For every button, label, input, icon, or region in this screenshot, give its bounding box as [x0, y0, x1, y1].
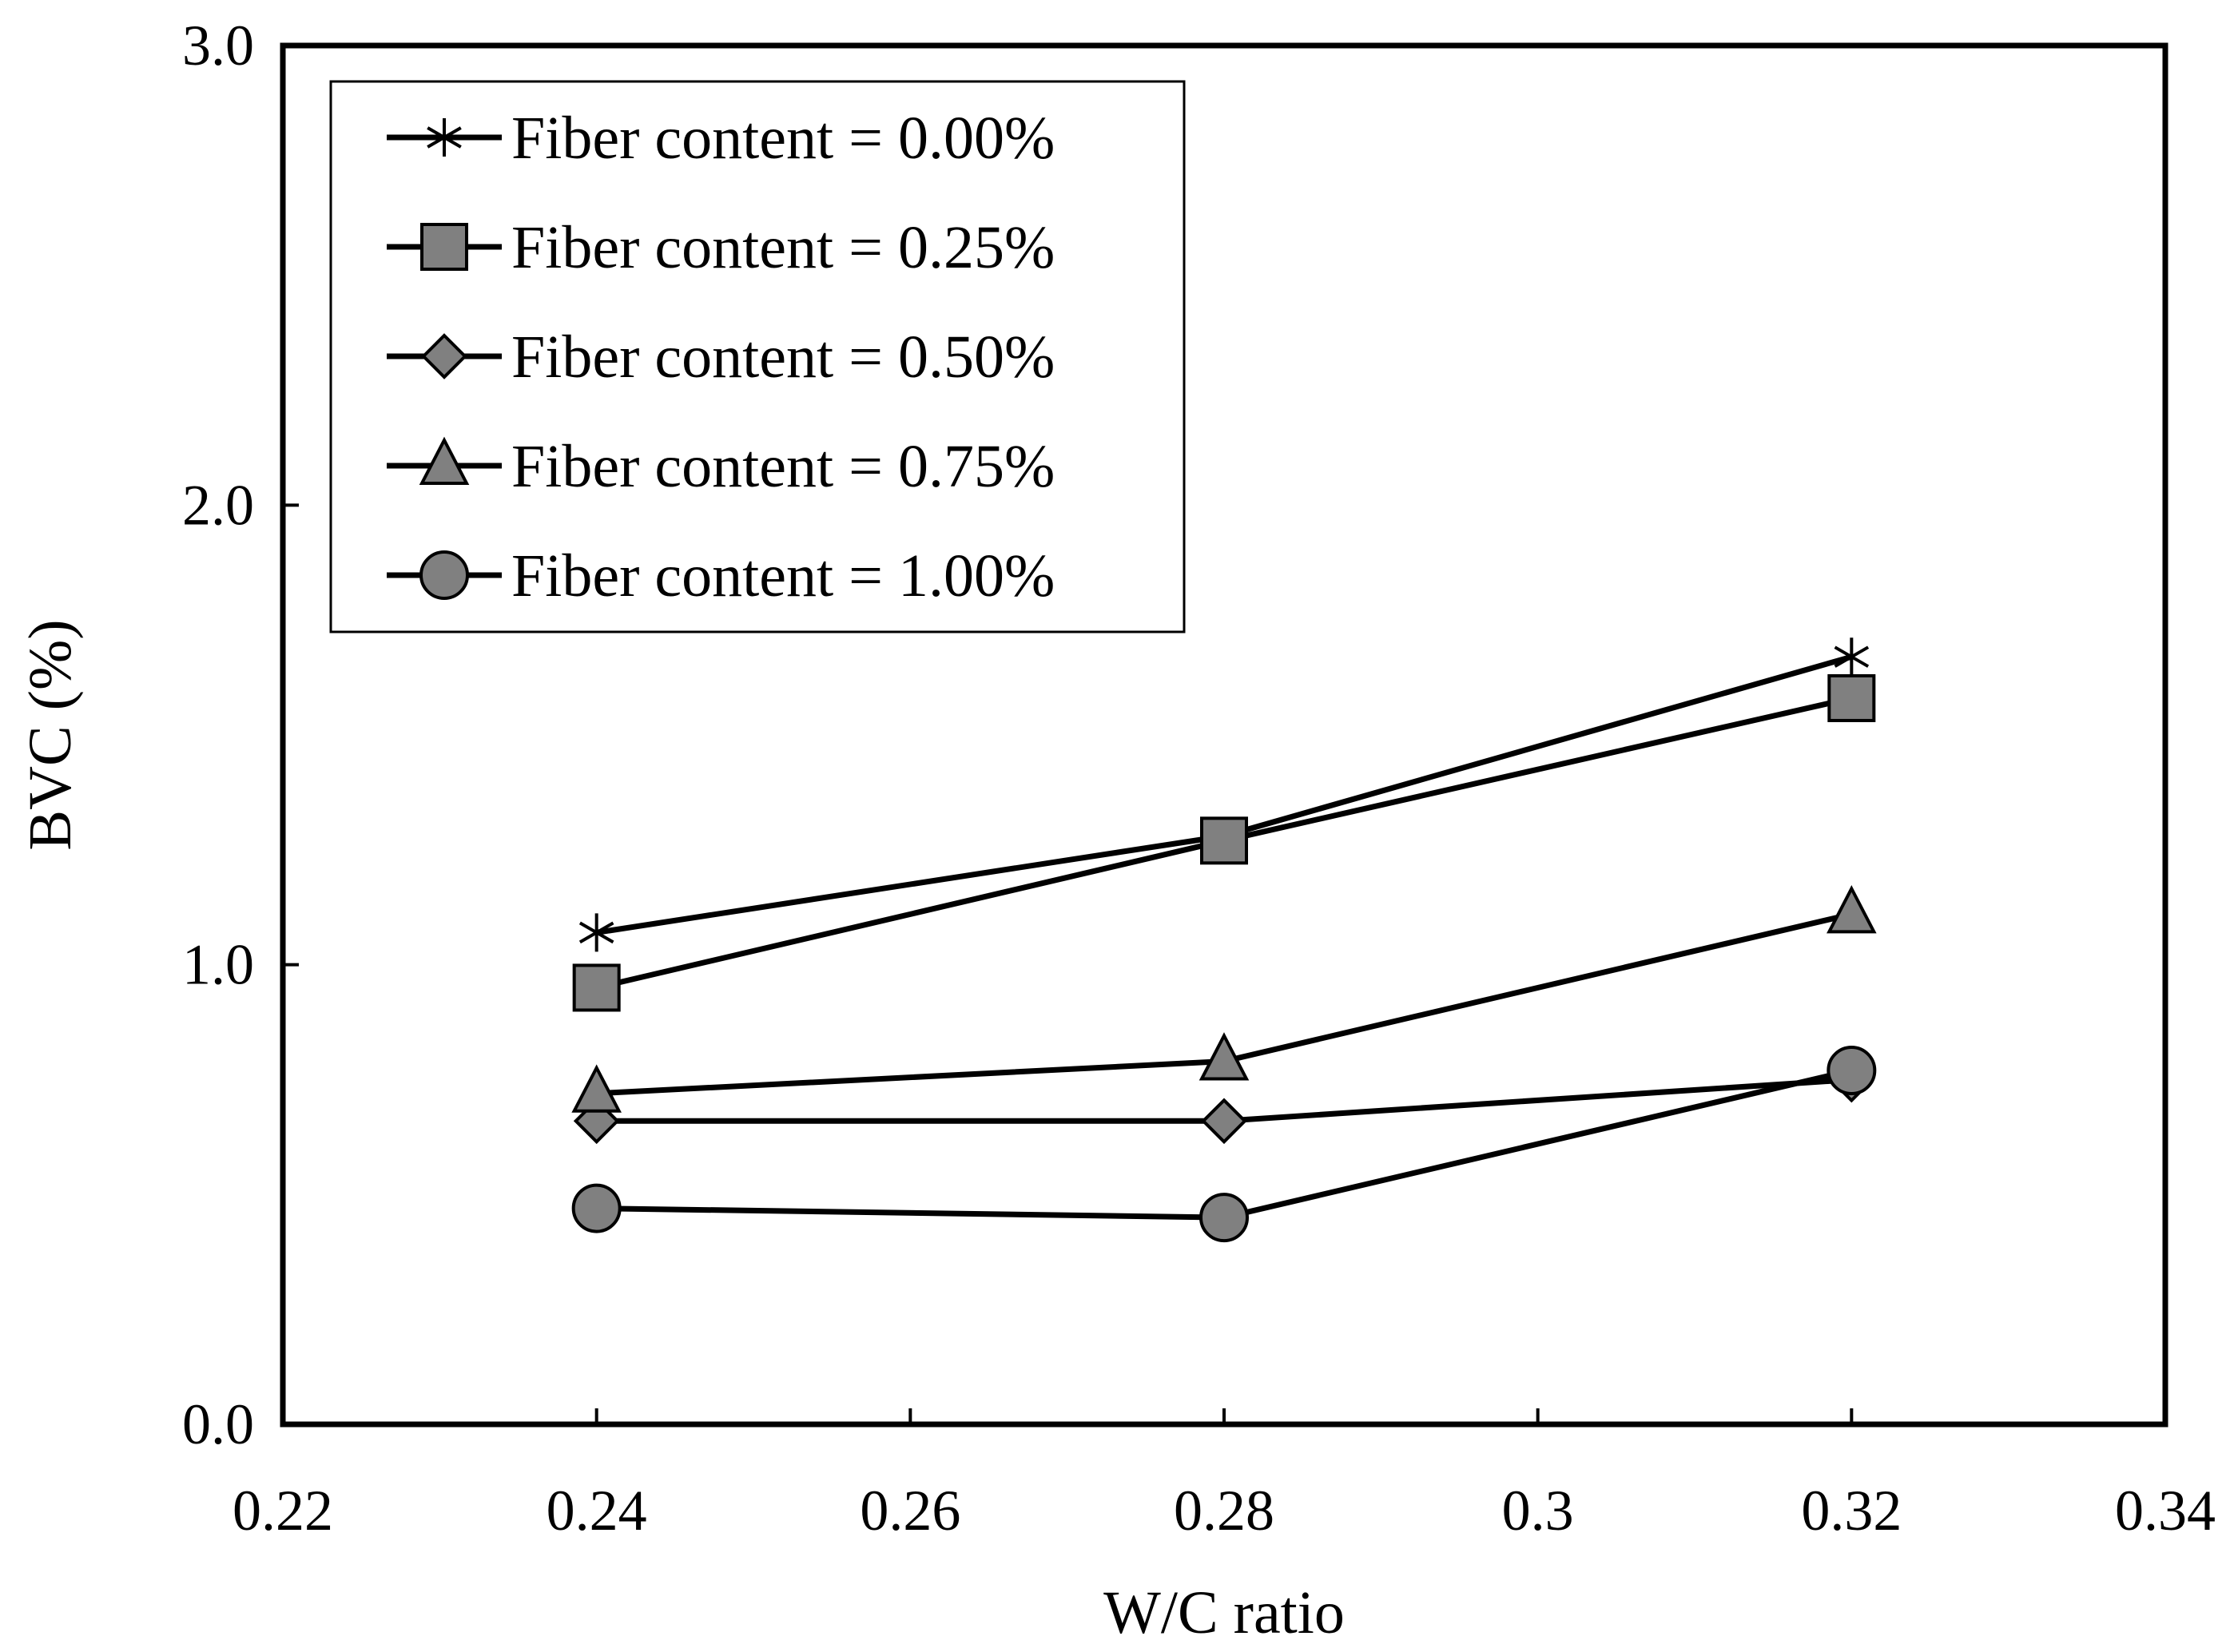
- x-tick-label: 0.22: [233, 1479, 333, 1543]
- x-tick-label: 0.34: [2115, 1479, 2216, 1543]
- series-fiber-content-0-75: [571, 885, 1877, 1113]
- legend-marker-square: [420, 223, 468, 271]
- y-axis-ticks: 0.0 1.0 2.0 3.0: [182, 14, 299, 1456]
- data-point-square: [1827, 673, 1876, 722]
- legend-marker-diamond: [421, 333, 467, 379]
- legend-marker-star: [427, 118, 462, 157]
- legend-label: Fiber content = 1.00%: [511, 542, 1055, 610]
- legend-marker-circle: [419, 550, 469, 600]
- y-tick-label: 2.0: [182, 473, 254, 537]
- legend-label: Fiber content = 0.25%: [511, 214, 1055, 281]
- legend-entry: Fiber content = 1.00%: [387, 542, 1055, 610]
- legend-label: Fiber content = 0.50%: [511, 324, 1055, 391]
- y-tick-label: 3.0: [182, 14, 254, 77]
- legend: Fiber content = 0.00% Fiber content = 0.2…: [329, 80, 1186, 633]
- x-tick-label: 0.32: [1801, 1479, 1902, 1543]
- legend-label: Fiber content = 0.75%: [511, 433, 1055, 500]
- data-point-star: [1834, 637, 1870, 677]
- data-point-circle: [1199, 1193, 1249, 1243]
- y-tick-label: 0.0: [182, 1392, 254, 1456]
- series-fiber-content-0-25: [572, 673, 1876, 1012]
- data-point-circle: [571, 1183, 622, 1233]
- data-point-circle: [1827, 1045, 1877, 1095]
- x-tick-label: 0.28: [1174, 1479, 1274, 1543]
- y-tick-label: 1.0: [182, 933, 254, 997]
- legend-marker-triangle: [419, 436, 470, 485]
- legend-label: Fiber content = 0.00%: [511, 105, 1055, 172]
- x-axis-ticks: 0.22 0.24 0.26 0.28 0.3 0.32 0.34: [233, 1408, 2216, 1543]
- x-tick-label: 0.3: [1502, 1479, 1574, 1543]
- x-axis-title: W/C ratio: [1103, 1579, 1345, 1646]
- series-layer: [571, 637, 1877, 1243]
- legend-entry: Fiber content = 0.25%: [387, 214, 1055, 281]
- legend-entry: Fiber content = 0.75%: [387, 433, 1055, 500]
- legend-entry: Fiber content = 0.00%: [387, 105, 1055, 172]
- data-point-square: [1200, 816, 1248, 865]
- series-fiber-content-1-00: [571, 1045, 1877, 1243]
- data-point-square: [572, 963, 621, 1012]
- data-point-diamond: [1201, 1098, 1247, 1145]
- data-point-triangle: [1198, 1032, 1250, 1081]
- x-tick-label: 0.26: [860, 1479, 960, 1543]
- data-point-star: [578, 913, 614, 952]
- data-point-triangle: [1827, 885, 1877, 934]
- data-point-triangle: [571, 1064, 622, 1113]
- legend-entry: Fiber content = 0.50%: [387, 324, 1055, 391]
- x-tick-label: 0.24: [547, 1479, 647, 1543]
- y-axis-title: BVC (%): [17, 619, 84, 850]
